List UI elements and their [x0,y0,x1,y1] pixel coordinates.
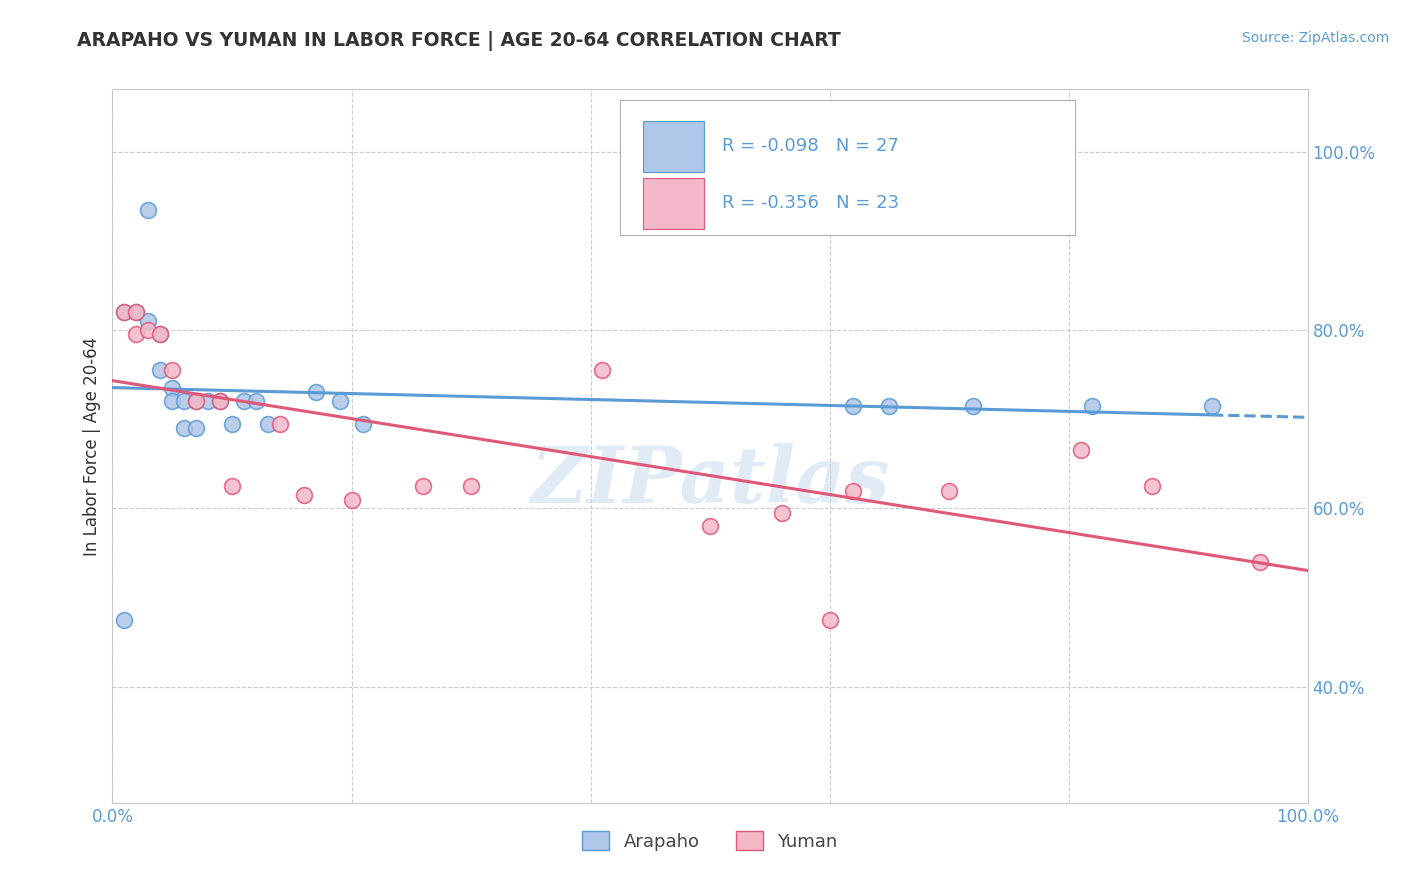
Point [162,381,183,395]
Point [460,479,482,493]
Point [245,394,267,409]
Point [352,417,374,431]
Point [114,305,135,319]
Point [162,394,183,409]
Point [412,479,434,493]
Point [329,394,352,409]
Point [138,323,160,337]
Point [842,399,865,413]
Point [186,394,208,409]
Point [818,613,841,627]
Text: R = -0.098   N = 27: R = -0.098 N = 27 [723,137,898,155]
Legend: Arapaho, Yuman: Arapaho, Yuman [575,824,845,858]
Point [125,327,148,342]
Point [292,488,315,502]
Point [592,363,614,377]
Point [1081,399,1104,413]
Point [138,202,160,217]
Point [209,394,232,409]
Point [340,492,363,507]
Point [149,363,172,377]
Point [1249,555,1271,569]
Text: R = -0.356   N = 23: R = -0.356 N = 23 [723,194,898,212]
FancyBboxPatch shape [620,100,1074,235]
Text: ARAPAHO VS YUMAN IN LABOR FORCE | AGE 20-64 CORRELATION CHART: ARAPAHO VS YUMAN IN LABOR FORCE | AGE 20… [77,31,841,51]
Point [162,363,183,377]
Point [173,394,195,409]
Point [233,394,256,409]
Point [842,483,865,498]
FancyBboxPatch shape [643,121,704,171]
Point [186,421,208,435]
Text: Source: ZipAtlas.com: Source: ZipAtlas.com [1241,31,1389,45]
Point [1070,443,1092,458]
Point [879,399,901,413]
Point [114,613,135,627]
Point [186,394,208,409]
Point [1201,399,1223,413]
Point [305,385,328,400]
Point [257,417,280,431]
Point [938,483,960,498]
Point [221,417,243,431]
Point [173,421,195,435]
Y-axis label: In Labor Force | Age 20-64: In Labor Force | Age 20-64 [83,336,101,556]
Point [209,394,232,409]
Point [269,417,291,431]
Point [125,305,148,319]
Point [1142,479,1164,493]
Point [197,394,219,409]
FancyBboxPatch shape [643,178,704,228]
Point [221,479,243,493]
Point [149,327,172,342]
Point [114,305,135,319]
Point [138,314,160,328]
Point [149,327,172,342]
Point [770,506,793,520]
Text: ZIPatlas: ZIPatlas [530,443,890,520]
Point [125,305,148,319]
Point [699,519,721,533]
Point [962,399,984,413]
